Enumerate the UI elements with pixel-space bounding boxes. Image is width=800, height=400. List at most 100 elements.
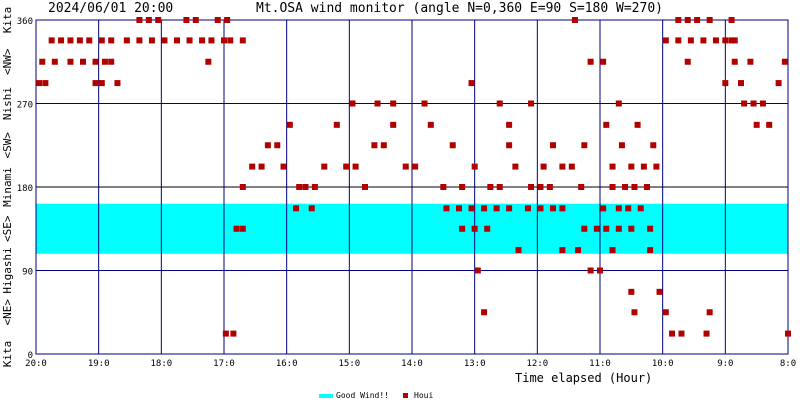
data-point xyxy=(145,17,152,23)
y-tick-label: 90 xyxy=(22,268,33,278)
data-point xyxy=(468,205,475,212)
data-point xyxy=(609,247,616,254)
data-point xyxy=(183,17,190,23)
data-point xyxy=(481,309,488,316)
data-point xyxy=(537,184,544,190)
data-point xyxy=(684,17,691,23)
x-tick-label: 11:0 xyxy=(589,359,611,369)
timestamp-label: 2024/06/01 20:00 xyxy=(48,1,173,16)
data-point xyxy=(637,205,644,212)
data-point xyxy=(741,100,748,107)
data-point xyxy=(537,205,544,212)
data-point xyxy=(192,17,199,23)
data-point xyxy=(528,100,535,107)
direction-label: <SE> xyxy=(1,215,14,242)
data-point xyxy=(559,205,566,212)
data-point xyxy=(618,142,625,149)
data-point xyxy=(550,142,556,149)
x-tick-label: 13:0 xyxy=(464,359,486,369)
data-point xyxy=(421,100,428,107)
y-axis-tick-labels: 0 90 180 270 360 xyxy=(17,17,33,361)
data-point xyxy=(427,121,434,128)
data-point xyxy=(578,184,585,190)
data-point xyxy=(233,225,240,232)
data-point xyxy=(781,58,788,65)
data-point xyxy=(459,225,466,232)
data-point xyxy=(214,17,221,23)
data-point xyxy=(449,142,456,149)
data-point xyxy=(101,58,108,65)
data-point xyxy=(753,121,760,128)
data-point xyxy=(440,184,447,190)
data-point xyxy=(51,58,58,65)
data-point xyxy=(669,330,676,337)
houi-points xyxy=(36,17,791,337)
data-point xyxy=(474,267,481,274)
data-point xyxy=(302,184,309,190)
data-point xyxy=(264,142,271,149)
data-point xyxy=(609,163,616,170)
data-point xyxy=(587,267,594,274)
data-point xyxy=(333,121,340,128)
data-point xyxy=(528,184,535,190)
data-point xyxy=(609,184,616,190)
data-point xyxy=(631,184,638,190)
direction-label: Nishi xyxy=(1,87,14,120)
data-point xyxy=(628,163,635,170)
data-point xyxy=(412,163,419,170)
data-point xyxy=(675,37,682,44)
data-point xyxy=(98,37,105,44)
data-point xyxy=(155,17,162,23)
direction-label: Kita xyxy=(1,7,14,34)
x-axis-title: Time elapsed (Hour) xyxy=(515,371,652,385)
data-point xyxy=(634,121,641,128)
data-point xyxy=(239,184,246,190)
legend-houi-swatch xyxy=(403,393,408,398)
x-tick-label: 14:0 xyxy=(401,359,423,369)
direction-label: <NW> xyxy=(1,48,14,75)
data-point xyxy=(296,184,303,190)
data-point xyxy=(700,37,707,44)
data-point xyxy=(459,184,466,190)
legend-good-wind-label: Good Wind!! xyxy=(336,391,389,400)
data-point xyxy=(559,163,566,170)
x-tick-label: 15:0 xyxy=(338,359,360,369)
data-point xyxy=(728,37,735,44)
data-point xyxy=(390,100,397,107)
data-point xyxy=(136,37,143,44)
data-point xyxy=(722,37,729,44)
direction-label: Higashi xyxy=(1,247,14,293)
data-point xyxy=(694,17,701,23)
x-tick-label: 17:0 xyxy=(213,359,235,369)
grid-lines xyxy=(35,19,789,355)
data-point xyxy=(581,142,588,149)
data-point xyxy=(224,17,231,23)
data-point xyxy=(221,37,227,44)
data-point xyxy=(374,100,381,107)
data-point xyxy=(622,184,629,190)
data-point xyxy=(628,225,635,232)
direction-label: Minami xyxy=(1,167,14,207)
direction-label: <NE> xyxy=(1,299,14,326)
data-point xyxy=(625,205,632,212)
data-point xyxy=(600,205,607,212)
data-point xyxy=(687,37,694,44)
data-point xyxy=(92,80,99,87)
data-point xyxy=(653,163,660,170)
data-point xyxy=(712,37,719,44)
data-point xyxy=(640,163,647,170)
data-point xyxy=(487,184,494,190)
data-point xyxy=(108,37,115,44)
data-point xyxy=(86,37,93,44)
data-point xyxy=(258,163,265,170)
data-point xyxy=(603,121,610,128)
data-point xyxy=(684,58,691,65)
data-point xyxy=(631,309,638,316)
data-point xyxy=(456,205,462,212)
y-tick-label: 0 xyxy=(28,351,33,361)
data-point xyxy=(199,37,206,44)
y-tick-label: 360 xyxy=(17,17,33,27)
data-point xyxy=(222,330,229,337)
data-point xyxy=(92,58,99,65)
